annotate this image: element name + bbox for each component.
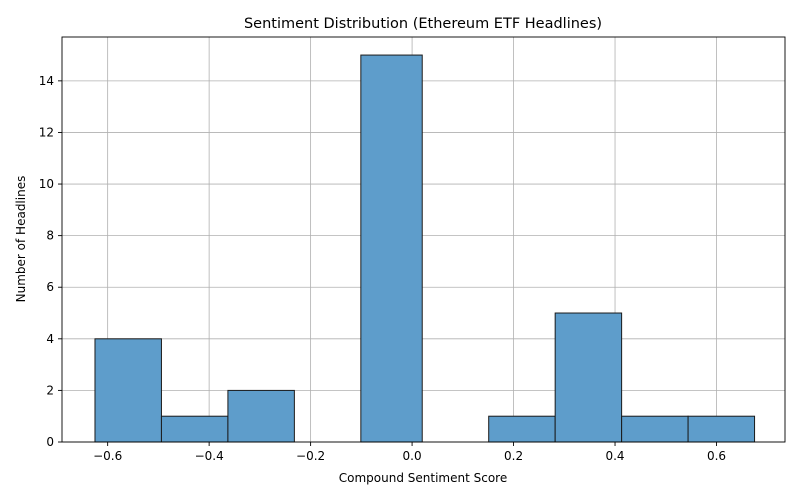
histogram-bar bbox=[687, 415, 756, 443]
y-tick-label: 12 bbox=[39, 125, 54, 139]
y-tick-label: 6 bbox=[46, 280, 54, 294]
y-tick-label: 14 bbox=[39, 74, 54, 88]
y-axis-label: Number of Headlines bbox=[14, 176, 28, 303]
bars bbox=[94, 54, 756, 443]
histogram-bar bbox=[488, 415, 556, 443]
histogram-bar bbox=[554, 312, 623, 443]
histogram-bar bbox=[360, 54, 423, 443]
x-tick-label: 0.6 bbox=[707, 449, 726, 463]
y-tick-label: 2 bbox=[46, 383, 54, 397]
x-tick-label: −0.6 bbox=[93, 449, 122, 463]
y-tick-label: 8 bbox=[46, 229, 54, 243]
y-axis-ticks: 0 2 4 6 8 10 12 14 bbox=[39, 74, 62, 449]
x-tick-label: 0.4 bbox=[605, 449, 624, 463]
histogram-bar bbox=[227, 389, 295, 443]
x-tick-label: −0.2 bbox=[296, 449, 325, 463]
y-tick-label: 10 bbox=[39, 177, 54, 191]
x-tick-label: 0.0 bbox=[403, 449, 422, 463]
histogram-bar bbox=[160, 415, 229, 443]
histogram-bar bbox=[621, 415, 689, 443]
x-axis-ticks: −0.6 −0.4 −0.2 0.0 0.2 0.4 0.6 bbox=[93, 442, 726, 463]
chart-title: Sentiment Distribution (Ethereum ETF Hea… bbox=[244, 16, 602, 32]
y-tick-label: 4 bbox=[46, 332, 54, 346]
x-axis-label: Compound Sentiment Score bbox=[339, 471, 507, 485]
x-tick-label: 0.2 bbox=[504, 449, 523, 463]
x-tick-label: −0.4 bbox=[195, 449, 224, 463]
histogram-bar bbox=[94, 338, 162, 443]
plot-frame bbox=[61, 36, 786, 443]
grid-lines bbox=[62, 37, 785, 443]
y-tick-label: 0 bbox=[46, 435, 54, 449]
